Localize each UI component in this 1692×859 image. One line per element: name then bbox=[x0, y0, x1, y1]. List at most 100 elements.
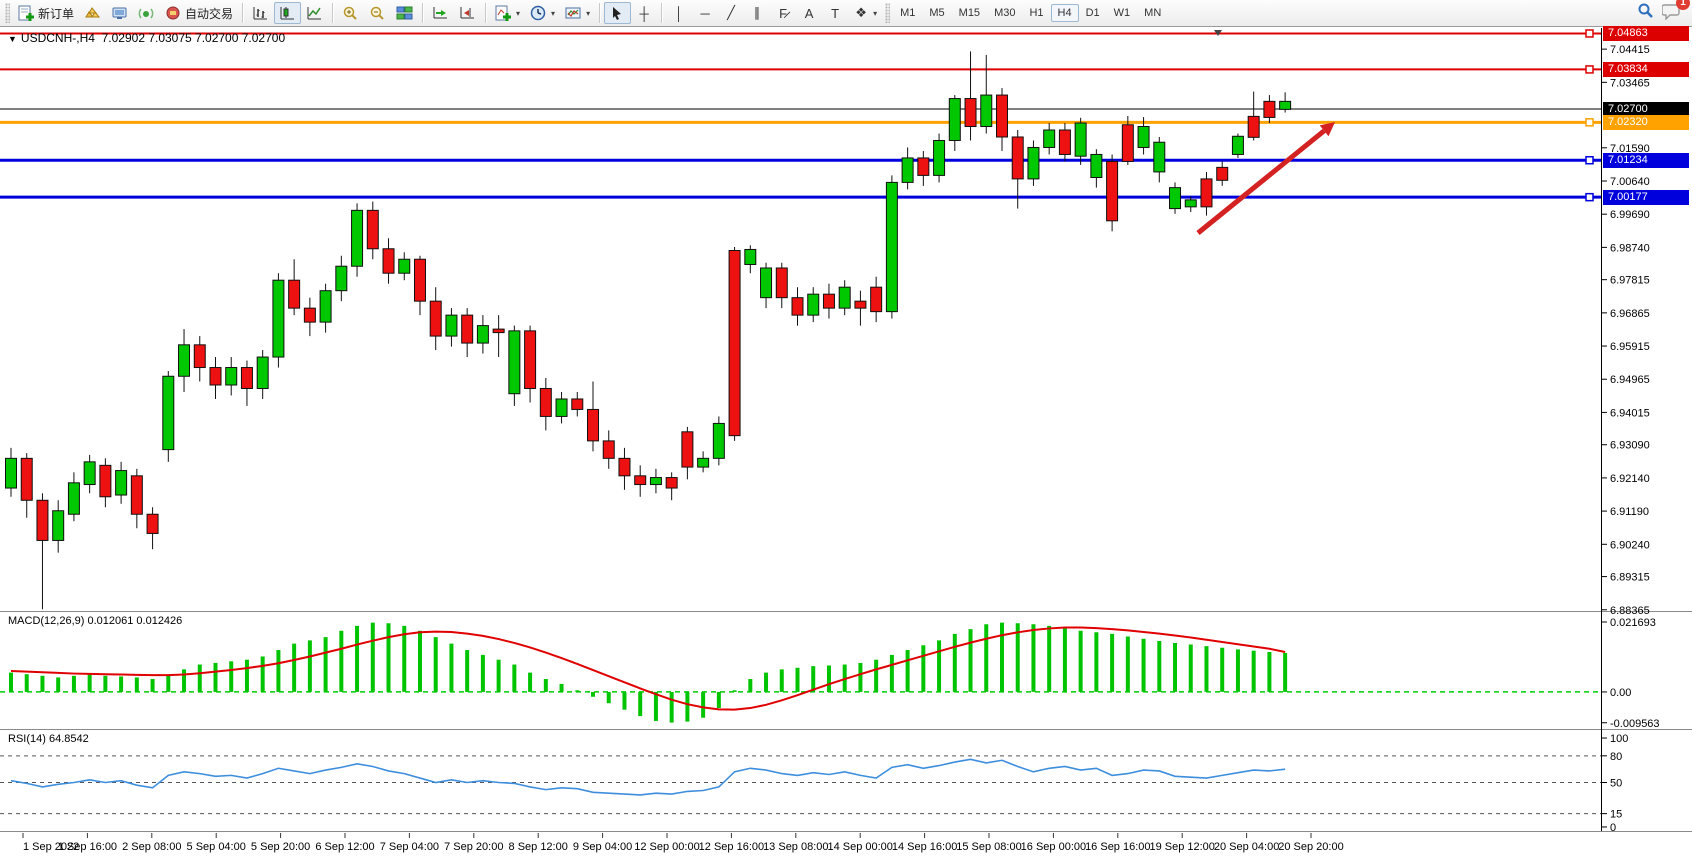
rsi-tick-label: 80 bbox=[1610, 751, 1622, 763]
time-tick-label: 8 Sep 12:00 bbox=[509, 841, 568, 853]
dropdown-caret-icon[interactable]: ▾ bbox=[873, 8, 878, 18]
chart-shift-icon bbox=[459, 5, 476, 22]
price-axis[interactable]: 7.04415 7.03465 7.01590 7.00640 6.99690 6.987… bbox=[1601, 28, 1660, 834]
toolbar-grip[interactable] bbox=[885, 3, 891, 23]
bar-chart-button[interactable] bbox=[247, 2, 274, 24]
chart-shift-button[interactable] bbox=[454, 2, 481, 24]
dropdown-caret-icon[interactable]: ▾ bbox=[516, 8, 521, 18]
price-tick-label: 7.03465 bbox=[1610, 77, 1650, 89]
rsi-line bbox=[10, 758, 1286, 796]
bear-candle bbox=[20, 457, 33, 501]
macd-indicator-label: MACD(12,26,9) 0.012061 0.012426 bbox=[8, 615, 183, 627]
expert-advisor-button[interactable] bbox=[106, 2, 133, 24]
trendline-button[interactable]: ╱ bbox=[718, 2, 744, 24]
periods-button[interactable]: ▾ bbox=[525, 2, 560, 24]
chart-menu-icon[interactable]: ▼ bbox=[8, 34, 17, 44]
chart-shift-marker[interactable] bbox=[1214, 30, 1222, 36]
chart-canvas[interactable]: 7.04415 7.03465 7.01590 7.00640 6.99690 6.987… bbox=[0, 27, 1692, 854]
crosshair-button[interactable]: ┼ bbox=[631, 2, 657, 24]
horizontal-line-button[interactable]: ─ bbox=[692, 2, 718, 24]
bull-candle bbox=[980, 94, 993, 128]
search-button[interactable] bbox=[1636, 2, 1654, 25]
bear-candle bbox=[917, 157, 930, 176]
timeframe-m30-button[interactable]: M30 bbox=[994, 7, 1016, 19]
toolbar-grip[interactable] bbox=[5, 3, 10, 23]
fibonacci-button[interactable]: F̷ bbox=[770, 2, 796, 24]
bear-candle bbox=[602, 440, 615, 459]
deposit-button[interactable] bbox=[79, 2, 106, 24]
price-tick-label: 6.95915 bbox=[1610, 341, 1650, 353]
line-chart-button[interactable] bbox=[301, 2, 328, 24]
time-tick-label: 12 Sep 00:00 bbox=[634, 841, 699, 853]
bear-candle bbox=[36, 499, 49, 541]
linechart-icon bbox=[306, 5, 323, 22]
dropdown-caret-icon[interactable]: ▾ bbox=[551, 8, 556, 18]
line-handle[interactable] bbox=[1585, 65, 1594, 74]
price-level-badge: 7.03834 bbox=[1603, 61, 1689, 77]
timeframe-w1-button[interactable]: W1 bbox=[1113, 7, 1131, 19]
timeframe-m1-button[interactable]: M1 bbox=[900, 7, 916, 19]
timeframe-h4-button[interactable]: H4 bbox=[1050, 4, 1079, 22]
price-tick-label: 6.98740 bbox=[1610, 242, 1650, 254]
new-order-button-label: 新订单 bbox=[38, 6, 75, 21]
timeframe-d1-button[interactable]: D1 bbox=[1085, 7, 1100, 19]
indicators-button[interactable]: ▾ bbox=[490, 2, 525, 24]
autotrade-button[interactable]: 自动交易 bbox=[160, 2, 238, 24]
templates-button[interactable]: ▾ bbox=[560, 2, 595, 24]
bull-candle bbox=[1074, 122, 1087, 157]
price-tick-label: 6.94015 bbox=[1610, 407, 1650, 419]
price-tick-label: 6.94965 bbox=[1610, 374, 1650, 386]
bull-candle bbox=[256, 356, 269, 389]
timeframe-m5-button[interactable]: M5 bbox=[929, 7, 945, 19]
timeframe-m15-button[interactable]: M15 bbox=[958, 7, 981, 19]
bull-candle bbox=[83, 461, 96, 486]
toolbar-separator bbox=[599, 3, 601, 23]
macd-tick-label: 0.00 bbox=[1610, 687, 1631, 699]
candlestick-chart-button[interactable] bbox=[274, 2, 302, 24]
trend-arrow-annotation[interactable] bbox=[1196, 122, 1335, 235]
line-handle[interactable] bbox=[1585, 29, 1594, 38]
bull-candle bbox=[67, 482, 80, 515]
bear-candle bbox=[1058, 129, 1071, 155]
autoscroll-button[interactable] bbox=[427, 2, 454, 24]
zoom-in-button[interactable] bbox=[337, 2, 364, 24]
cursor-button[interactable] bbox=[604, 2, 632, 24]
line-handle[interactable] bbox=[1585, 118, 1594, 127]
dropdown-caret-icon[interactable]: ▾ bbox=[586, 8, 591, 18]
notification-badge: 1 bbox=[1676, 0, 1690, 10]
vertical-line-button[interactable]: │ bbox=[666, 2, 692, 24]
bear-candle bbox=[492, 328, 505, 334]
timeframe-h1-button[interactable]: H1 bbox=[1029, 7, 1044, 19]
bear-candle bbox=[571, 398, 584, 410]
arrow-shaft bbox=[1196, 128, 1326, 235]
line-handle[interactable] bbox=[1585, 155, 1594, 165]
new-order-button[interactable]: 新订单 bbox=[13, 2, 79, 24]
community-button[interactable]: 1 bbox=[1661, 0, 1690, 25]
arrows-button[interactable]: ❖ ▾ bbox=[848, 2, 882, 24]
macd-signal-line bbox=[10, 626, 1286, 711]
line-handle[interactable] bbox=[1585, 192, 1594, 202]
bull-candle bbox=[744, 248, 757, 265]
bull-candle bbox=[319, 290, 332, 323]
price-tick-label: 6.91190 bbox=[1610, 506, 1649, 518]
bull-candle bbox=[697, 457, 710, 468]
chart-area[interactable]: ▼ USDCNH-,H4 7.02902 7.03075 7.02700 7.02… bbox=[0, 25, 1692, 854]
bull-candle bbox=[508, 330, 521, 395]
bull-candle bbox=[712, 422, 725, 459]
text-label-button[interactable]: T bbox=[822, 2, 848, 24]
signals-button[interactable] bbox=[133, 2, 160, 24]
bear-candle bbox=[681, 431, 694, 468]
equidistant-channel-button[interactable]: ∥ bbox=[744, 2, 770, 24]
timeframe-mn-button[interactable]: MN bbox=[1144, 7, 1162, 19]
price-tick-label: 6.93090 bbox=[1610, 440, 1650, 452]
bear-candle bbox=[1247, 115, 1260, 138]
bear-candle bbox=[524, 330, 537, 389]
tile-windows-button[interactable] bbox=[391, 2, 418, 24]
zoom-out-button[interactable] bbox=[364, 2, 391, 24]
bear-candle bbox=[791, 297, 804, 316]
time-tick-label: 5 Sep 20:00 bbox=[251, 841, 310, 853]
text-button[interactable]: A bbox=[796, 2, 822, 24]
bear-candle bbox=[870, 286, 883, 313]
clock-icon bbox=[530, 5, 547, 22]
